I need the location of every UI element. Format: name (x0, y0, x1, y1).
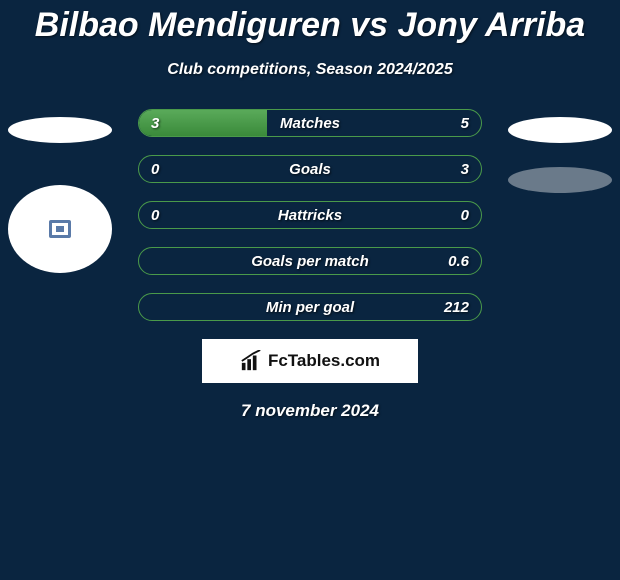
stat-value-left: 0 (151, 207, 159, 224)
stat-row: 0 Goals 3 (138, 155, 482, 183)
stat-value-right: 3 (461, 161, 469, 178)
comparison-bars: 3 Matches 5 0 Goals 3 0 Hattricks 0 Goals per mat… (138, 109, 482, 321)
stat-value-right: 0.6 (448, 253, 469, 270)
right-player-col (500, 109, 620, 193)
stat-label: Goals (289, 161, 331, 178)
stat-row: Min per goal 212 (138, 293, 482, 321)
chart-icon (240, 350, 262, 372)
comparison-area: 3 Matches 5 0 Goals 3 0 Hattricks 0 Goals per mat… (0, 109, 620, 321)
stat-value-left: 0 (151, 161, 159, 178)
footer-date: 7 november 2024 (0, 401, 620, 421)
right-ellipse-1 (508, 117, 612, 143)
page-subtitle: Club competitions, Season 2024/2025 (0, 61, 620, 79)
attribution-text: FcTables.com (268, 351, 380, 371)
page-title: Bilbao Mendiguren vs Jony Arriba (0, 0, 620, 45)
stat-row: 0 Hattricks 0 (138, 201, 482, 229)
stat-label: Goals per match (251, 253, 369, 270)
stat-label: Hattricks (278, 207, 342, 224)
placeholder-icon (49, 220, 71, 238)
stat-row: 3 Matches 5 (138, 109, 482, 137)
stat-row: Goals per match 0.6 (138, 247, 482, 275)
right-ellipse-2 (508, 167, 612, 193)
attribution-badge: FcTables.com (202, 339, 418, 383)
stat-value-left: 3 (151, 115, 159, 132)
stat-value-right: 5 (461, 115, 469, 132)
stat-value-right: 212 (444, 299, 469, 316)
left-player-col (0, 109, 120, 273)
stat-value-right: 0 (461, 207, 469, 224)
stat-label: Matches (280, 115, 340, 132)
left-player-badge (8, 185, 112, 273)
stat-label: Min per goal (266, 299, 354, 316)
left-ellipse-1 (8, 117, 112, 143)
